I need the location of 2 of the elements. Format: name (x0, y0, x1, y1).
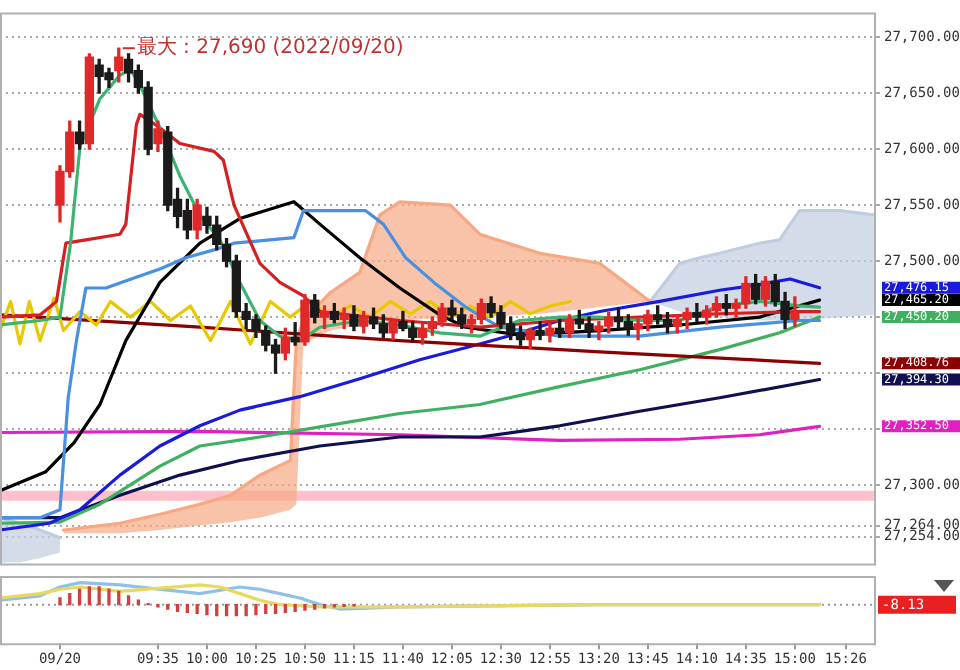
candlestick (290, 322, 300, 346)
annotation: 最大 : 27,690 (2022/09/20) (136, 35, 404, 60)
